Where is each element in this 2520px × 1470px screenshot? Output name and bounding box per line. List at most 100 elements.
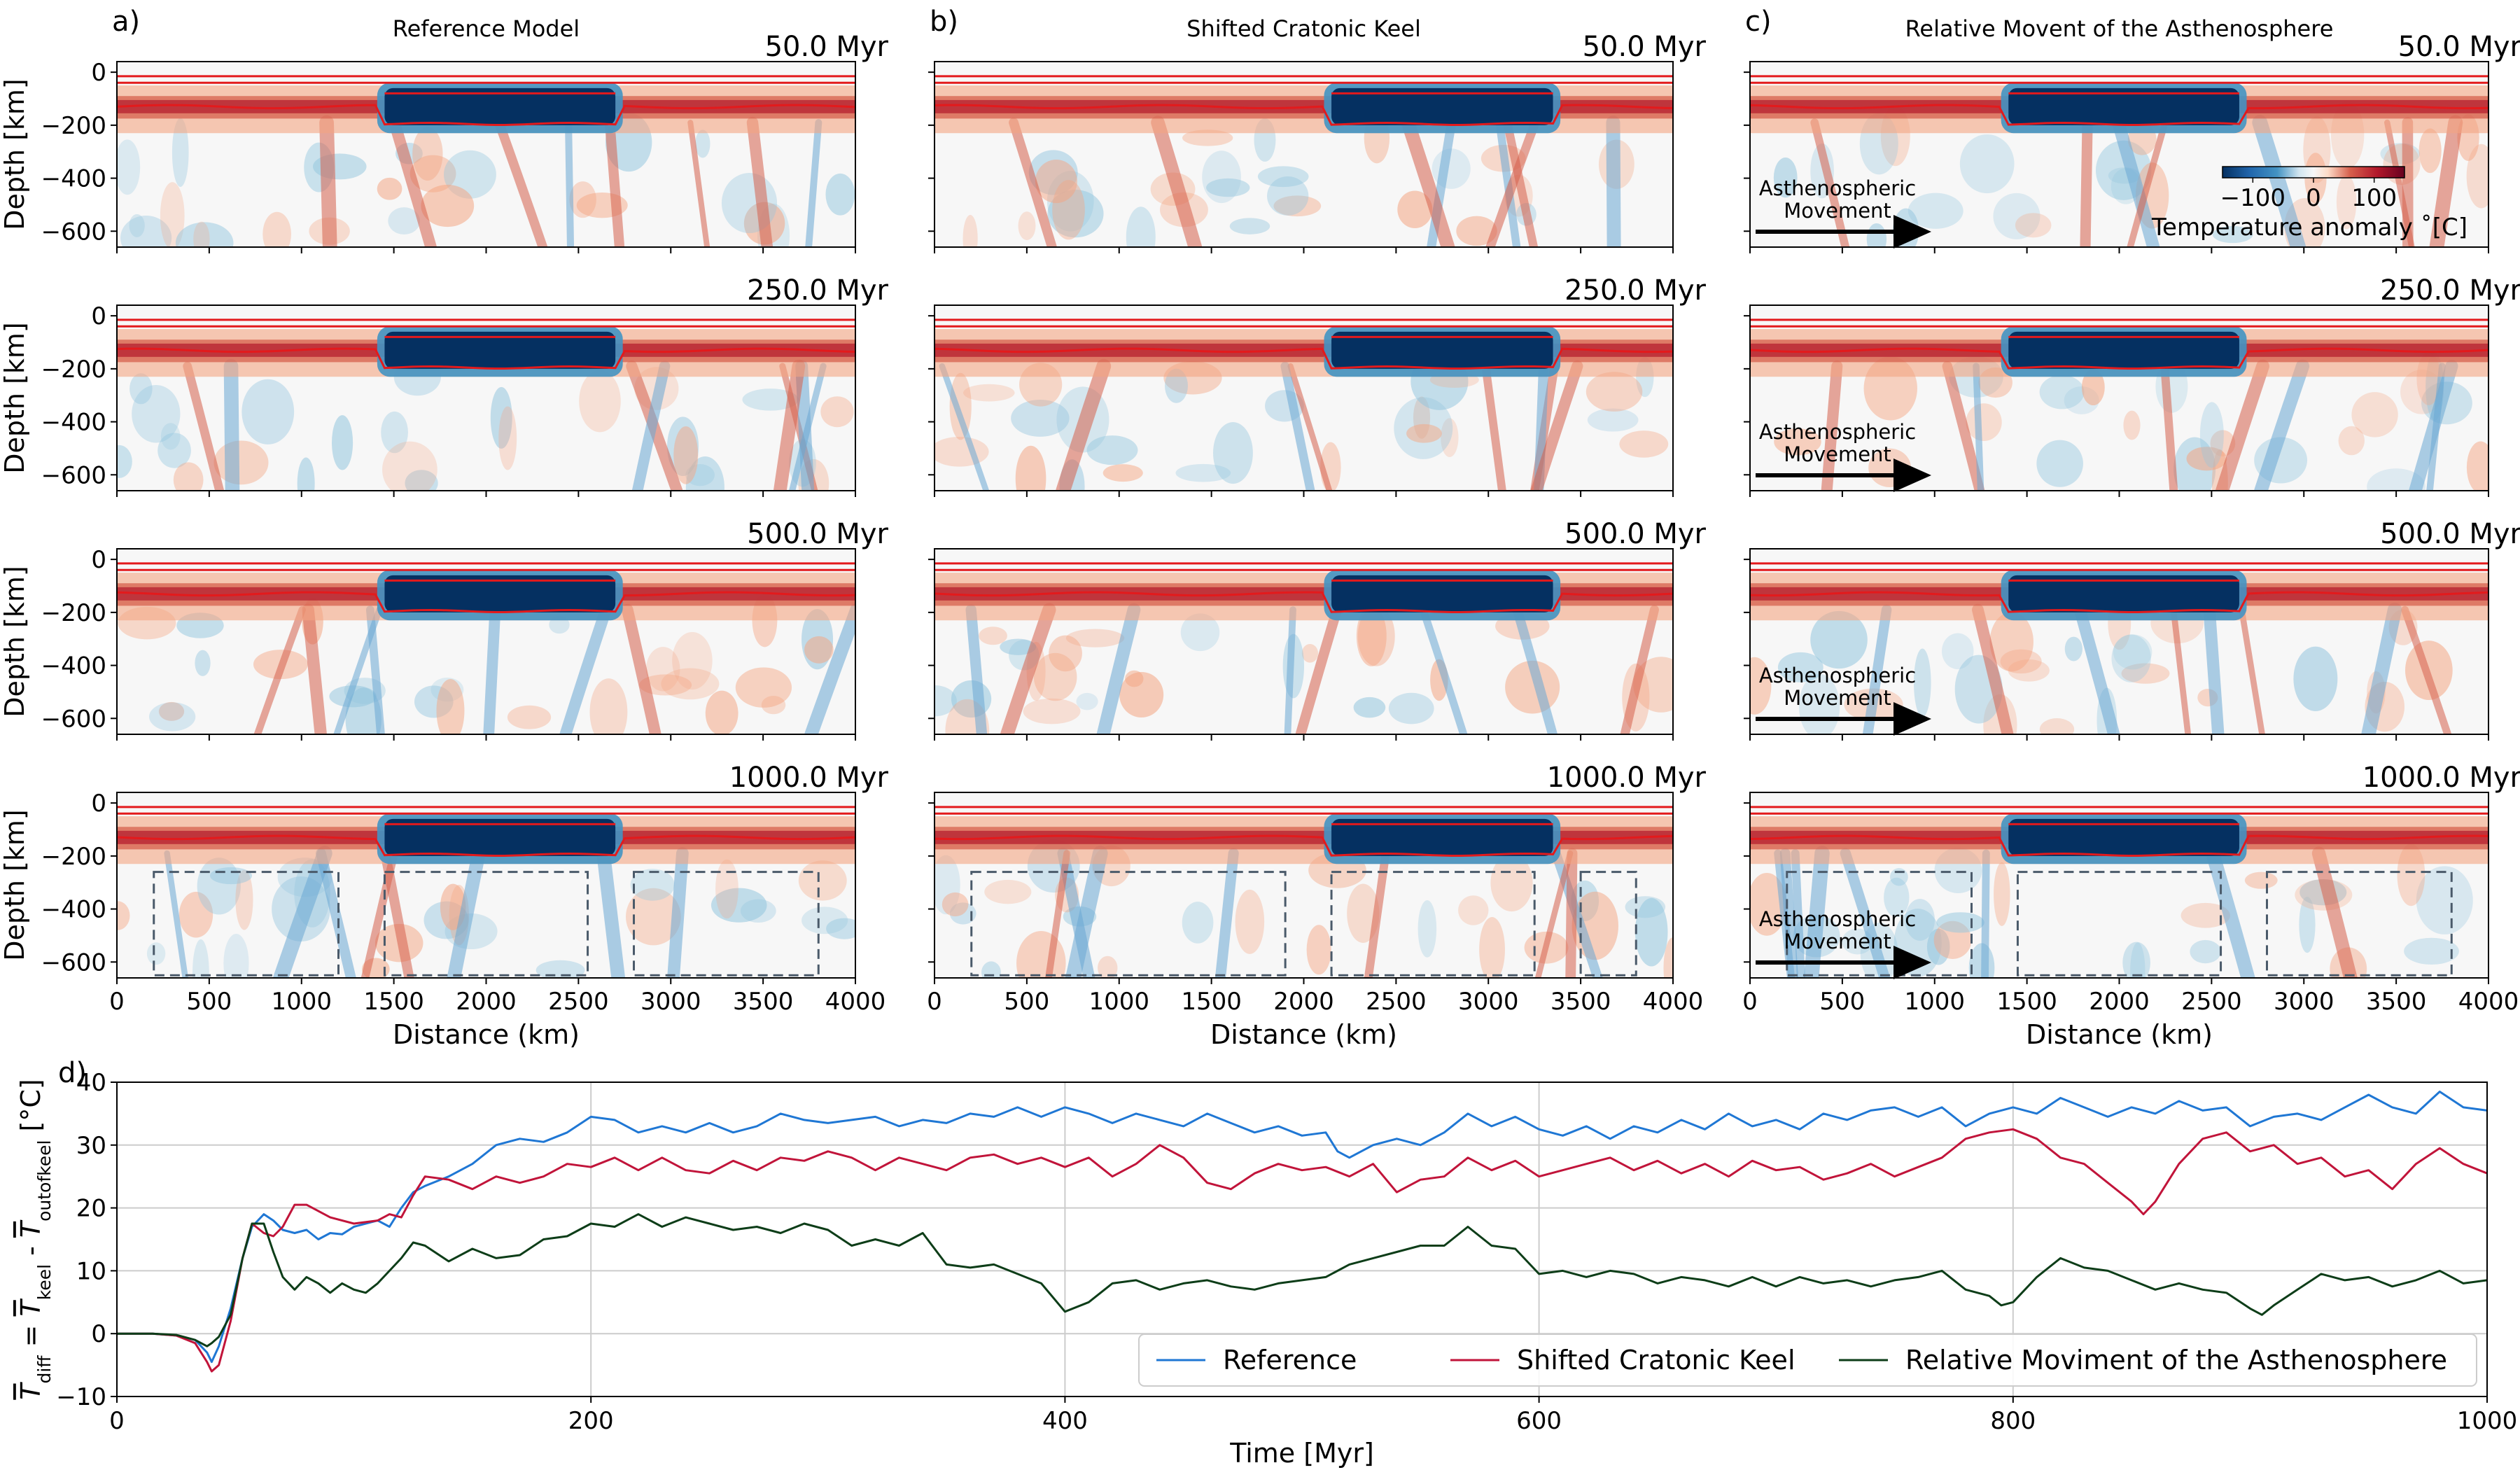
y-tick-label: −200 (41, 843, 106, 871)
mantle-anomaly (549, 615, 570, 634)
time-label: 250.0 Myr (747, 274, 888, 307)
mantle-anomaly (1989, 612, 2033, 672)
mantle-anomaly (377, 177, 402, 200)
mantle-anomaly (214, 440, 269, 485)
mantle-anomaly (1182, 902, 1214, 944)
x-tick-label: 3500 (2366, 988, 2427, 1016)
time-label: 50.0 Myr (2398, 31, 2520, 63)
y-tick-label: −400 (41, 652, 106, 680)
y-tick-label: −600 (41, 948, 106, 976)
map-panel (928, 304, 1674, 497)
mantle-anomaly (804, 636, 834, 664)
mantle-anomaly (158, 701, 185, 721)
x-tick-label: 0 (109, 1407, 125, 1435)
arrow-label: Asthenospheric (1759, 907, 1916, 931)
plume (1065, 846, 1108, 978)
y-tick-label: −600 (41, 705, 106, 733)
averaging-box (153, 871, 340, 976)
plume (2170, 606, 2192, 734)
y-tick-label: 20 (76, 1195, 106, 1223)
arrow-label: Asthenospheric (1759, 664, 1916, 687)
mantle-anomaly (579, 370, 621, 433)
x-tick-label: 1000 (1904, 988, 1965, 1016)
x-tick-label: 0 (927, 988, 942, 1016)
mantle-anomaly (2416, 866, 2473, 934)
time-label: 1000.0 Myr (2362, 762, 2520, 794)
plume (365, 606, 385, 734)
lab-boundary-line (1750, 834, 2488, 857)
mantle-anomaly (1165, 368, 1188, 403)
colorbar-tick-label: 0 (2306, 184, 2321, 212)
mantle-anomaly (1905, 899, 1935, 941)
colorbar-tick-label: 100 (2351, 184, 2397, 212)
mantle-anomaly (2015, 213, 2052, 238)
mantle-anomaly (1441, 418, 1459, 458)
plume (2112, 116, 2160, 247)
mantle-anomaly (1490, 854, 1533, 912)
mantle-anomaly (1418, 900, 1437, 958)
mantle-anomaly (2039, 718, 2075, 734)
y-tick-label: −400 (41, 165, 106, 193)
time-label: 1000.0 Myr (1547, 762, 1707, 794)
mantle-anomaly (1884, 877, 1910, 918)
mantle-anomaly (825, 173, 855, 216)
x-tick-label: 4000 (825, 988, 886, 1016)
y-tick-label: −200 (41, 112, 106, 140)
mantle-anomaly (1586, 372, 1643, 412)
cratonic-keel (2008, 88, 2239, 125)
mantle-anomaly (761, 696, 786, 715)
x-axis-label: Time [Myr] (1229, 1438, 1374, 1469)
time-label: 50.0 Myr (765, 31, 889, 63)
averaging-box (1330, 871, 1536, 976)
x-tick-label: 800 (1990, 1407, 2036, 1435)
plume (939, 363, 990, 491)
y-tick-label: −400 (41, 409, 106, 437)
mantle-anomaly (195, 650, 211, 676)
x-tick-label: 3500 (1550, 988, 1611, 1016)
mantle-anomaly (630, 869, 675, 901)
plume (2073, 603, 2120, 734)
mantle-anomaly (1413, 396, 1431, 439)
x-tick-label: 2500 (548, 988, 609, 1016)
mantle-anomaly (1406, 424, 1442, 443)
mantle-anomaly (2244, 872, 2278, 889)
mantle-anomaly (120, 216, 172, 247)
mantle-anomaly (672, 631, 713, 690)
mantle-anomaly (381, 411, 408, 454)
mantle-anomaly (1098, 955, 1118, 978)
mantle-anomaly (735, 667, 792, 708)
mantle-anomaly (1479, 917, 1505, 978)
panel-title: Shifted Cratonic Keel (1186, 15, 1421, 42)
colorbar-label: Temperature anomaly ˚[C] (2151, 214, 2468, 241)
panel-label-b: b) (930, 6, 958, 38)
x-tick-label: 1000 (271, 988, 332, 1016)
mantle-anomaly (173, 462, 204, 491)
plume (380, 848, 414, 978)
time-label: 1000.0 Myr (729, 762, 889, 794)
mantle-anomaly (981, 961, 1001, 978)
x-tick-label: 2000 (1273, 988, 1334, 1016)
cratonic-keel (1331, 331, 1553, 369)
x-tick-label: 3500 (733, 988, 794, 1016)
mantle-anomaly (742, 388, 799, 411)
plume (1364, 849, 1390, 978)
mantle-anomaly (146, 942, 166, 965)
plume (596, 846, 626, 978)
plume (2203, 603, 2225, 734)
mantle-anomaly (241, 379, 295, 444)
y-tick-label: 40 (76, 1069, 106, 1097)
plume (1009, 118, 1057, 247)
plume (773, 359, 806, 491)
plume (2426, 363, 2446, 491)
plume (1565, 848, 1578, 978)
mantle-anomaly (1076, 692, 1098, 710)
plume (1512, 605, 1558, 734)
y-tick-label: 0 (91, 546, 106, 574)
legend-label: Relative Moviment of the Asthenosphere (1905, 1345, 2447, 1376)
x-axis-label: Distance (km) (393, 1019, 580, 1050)
map-panel (111, 304, 856, 497)
mantle-anomaly (172, 118, 189, 187)
plume (1972, 603, 2014, 734)
plume (483, 604, 501, 734)
mantle-anomaly (798, 860, 847, 901)
